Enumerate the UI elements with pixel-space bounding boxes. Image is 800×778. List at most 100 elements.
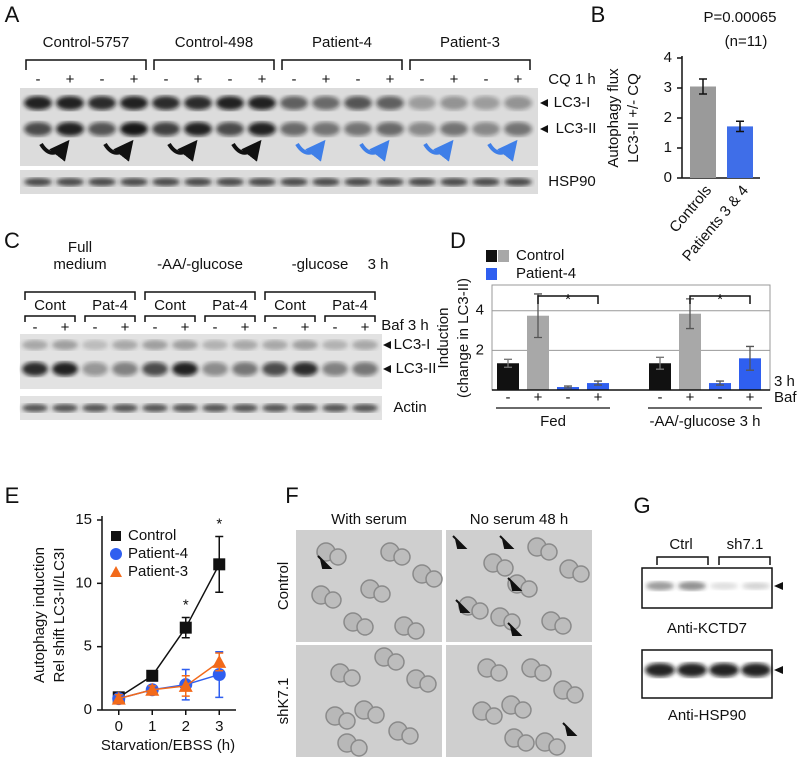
band <box>52 404 78 412</box>
flux-arrow <box>487 139 518 162</box>
x-tick-label: - <box>566 389 571 406</box>
lane-sign: + <box>514 71 523 88</box>
lane-sign: - <box>292 71 297 88</box>
legend-marker <box>110 548 122 560</box>
legend-marker <box>110 566 122 577</box>
legend-swatch <box>486 268 497 280</box>
bracket <box>281 59 403 70</box>
cell <box>514 701 532 719</box>
band <box>172 362 198 376</box>
legend-label: Patient-3 <box>128 563 188 580</box>
band-label: LC3-I <box>554 94 591 111</box>
error-bar <box>504 358 512 368</box>
band <box>440 122 468 136</box>
band <box>322 362 348 376</box>
lane-sign: - <box>33 319 38 336</box>
band <box>312 122 340 136</box>
y-axis-label: (change in LC3-II) <box>455 278 472 398</box>
y-tick-label: 4 <box>476 302 484 319</box>
bracket <box>264 291 376 300</box>
lane-sign: - <box>213 319 218 336</box>
band <box>344 122 372 136</box>
band <box>262 362 288 376</box>
bar <box>679 313 701 390</box>
band <box>22 340 48 350</box>
band <box>112 404 138 412</box>
lane-sign: + <box>194 71 203 88</box>
x-tick-label: - <box>658 389 663 406</box>
cell <box>485 707 503 725</box>
band <box>184 178 212 186</box>
cell <box>517 734 535 752</box>
condition-label: -AA/-glucose <box>157 256 243 273</box>
group-label: Ctrl <box>669 536 692 553</box>
condition-label: medium <box>53 256 106 273</box>
cell <box>554 617 572 635</box>
lane-sign: - <box>228 71 233 88</box>
band <box>352 362 378 376</box>
point <box>213 558 226 571</box>
band <box>202 362 228 376</box>
blot-label: Anti-KCTD7 <box>667 620 747 637</box>
band <box>88 178 116 186</box>
lane-sign: + <box>450 71 459 88</box>
lane-sign: + <box>301 319 310 336</box>
band <box>24 122 52 136</box>
band <box>292 404 318 412</box>
band <box>112 340 138 350</box>
band <box>262 404 288 412</box>
x-tick-label: 1 <box>148 718 156 735</box>
error-bar <box>716 380 724 386</box>
band <box>646 581 674 591</box>
bracket <box>144 291 256 300</box>
band-arrow <box>383 365 391 373</box>
cell <box>540 543 558 561</box>
error-bar <box>594 380 602 386</box>
band <box>262 340 288 350</box>
legend-label: Control <box>516 247 564 264</box>
lane-sign: - <box>164 71 169 88</box>
flux-arrow <box>39 139 70 162</box>
band <box>248 96 276 110</box>
cell <box>356 618 374 636</box>
x-tick-label: + <box>594 389 603 406</box>
bracket <box>656 556 709 565</box>
band-arrow <box>774 582 783 590</box>
band <box>216 178 244 186</box>
band <box>152 96 180 110</box>
band <box>82 340 108 350</box>
band <box>440 96 468 110</box>
treatment-label: CQ 1 h <box>548 71 596 88</box>
cell <box>566 686 584 704</box>
legend-label: Control <box>128 527 176 544</box>
flux-arrow <box>167 139 198 162</box>
group-label: sh7.1 <box>727 536 764 553</box>
band <box>248 178 276 186</box>
band <box>22 362 48 376</box>
band <box>312 178 340 186</box>
panel-label: C <box>4 228 20 253</box>
legend-label: Patient-4 <box>128 545 188 562</box>
band <box>56 122 84 136</box>
pointer-arrow <box>452 535 468 549</box>
lane-sign: - <box>420 71 425 88</box>
legend-swatch <box>486 250 497 262</box>
band <box>645 663 675 677</box>
cell <box>329 548 347 566</box>
lane-sign: - <box>484 71 489 88</box>
error-bar <box>736 120 744 133</box>
bracket <box>24 315 76 322</box>
cell <box>367 706 385 724</box>
bar <box>587 383 609 390</box>
band <box>82 404 108 412</box>
panel-label: D <box>450 228 466 253</box>
band-arrow <box>540 125 548 133</box>
cell <box>425 570 443 588</box>
row-label: Control <box>275 562 292 610</box>
condition-label: Full <box>68 239 92 256</box>
band <box>344 178 372 186</box>
band <box>216 122 244 136</box>
band <box>184 96 212 110</box>
band <box>24 178 52 186</box>
y-tick-label: 2 <box>664 109 672 126</box>
